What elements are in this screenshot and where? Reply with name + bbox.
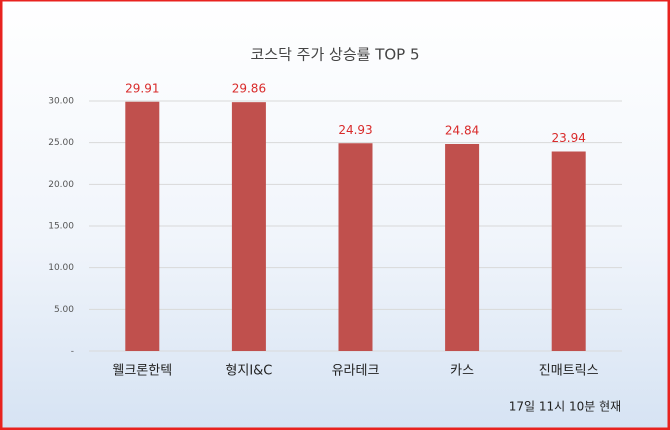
x-tick-label: 카스 (450, 364, 474, 379)
annotation: 17일 11시 10분 현재 (509, 400, 621, 414)
bar (338, 143, 373, 351)
y-tick-label: 20.00 (48, 180, 74, 190)
x-tick-label: 형지I&C (225, 364, 272, 379)
y-tick-label: 5.00 (54, 305, 74, 315)
y-tick-label: 15.00 (48, 222, 74, 232)
value-label: 23.94 (552, 131, 586, 145)
y-tick-label: 30.00 (48, 97, 74, 107)
bar (125, 101, 160, 351)
value-label: 29.91 (125, 81, 159, 95)
bar (445, 144, 480, 351)
bar (231, 102, 266, 352)
y-tick-label: - (71, 347, 74, 357)
value-label: 24.84 (445, 124, 479, 138)
x-tick-label: 유라테크 (332, 364, 380, 379)
x-tick-label: 진매트릭스 (539, 364, 599, 379)
value-label: 29.86 (232, 82, 266, 96)
value-label: 24.93 (338, 123, 372, 137)
y-tick-label: 25.00 (48, 138, 74, 148)
x-tick-label: 웰크론한텍 (112, 364, 172, 379)
y-tick-label: 10.00 (48, 263, 74, 273)
chart-title: 코스닥 주가 상승률 TOP 5 (250, 46, 419, 64)
bar (551, 151, 586, 351)
